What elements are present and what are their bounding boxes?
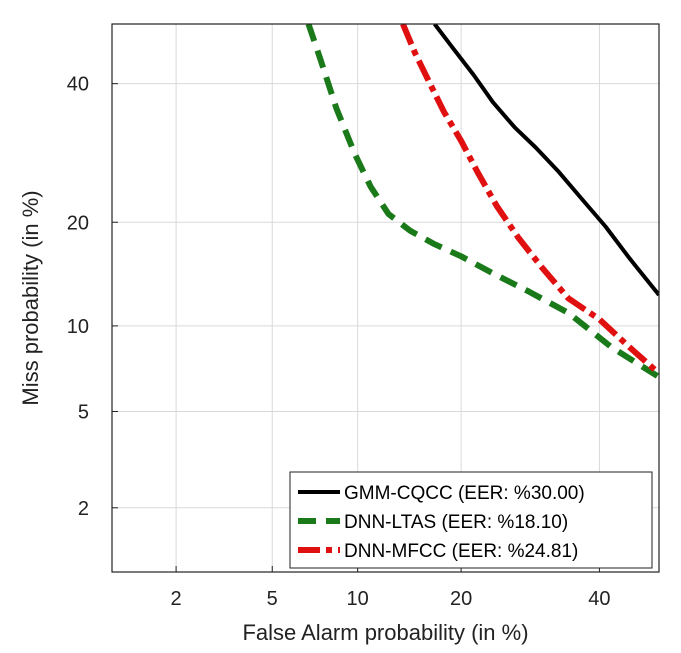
legend-box xyxy=(289,471,653,569)
legend-entry-label: GMM-CQCC (EER: %30.00) xyxy=(344,483,585,504)
x-tick-label: 2 xyxy=(171,588,182,610)
y-tick-label: 10 xyxy=(67,316,89,338)
x-axis-label: False Alarm probability (in %) xyxy=(242,620,528,645)
y-axis-label: Miss probability (in %) xyxy=(18,190,43,405)
x-tick-label: 20 xyxy=(450,588,472,610)
plot-frame xyxy=(111,23,660,573)
y-tick-label: 40 xyxy=(67,74,89,96)
series-layer xyxy=(305,24,659,380)
y-tick-label: 20 xyxy=(67,212,89,234)
series-line xyxy=(305,24,659,380)
y-tick-label: 2 xyxy=(78,498,89,520)
legend: GMM-CQCC (EER: %30.00) DNN-LTAS (EER: %18… xyxy=(289,471,653,569)
legend-entry-label: DNN-MFCC (EER: %24.81) xyxy=(344,541,578,562)
x-tick-label: 40 xyxy=(588,588,610,610)
series-line xyxy=(400,24,659,376)
x-tick-label: 10 xyxy=(347,588,369,610)
y-tick-label: 5 xyxy=(78,401,89,423)
series-line xyxy=(433,24,659,297)
x-tick-label: 5 xyxy=(267,588,278,610)
legend-entry-label: DNN-LTAS (EER: %18.10) xyxy=(344,512,568,533)
